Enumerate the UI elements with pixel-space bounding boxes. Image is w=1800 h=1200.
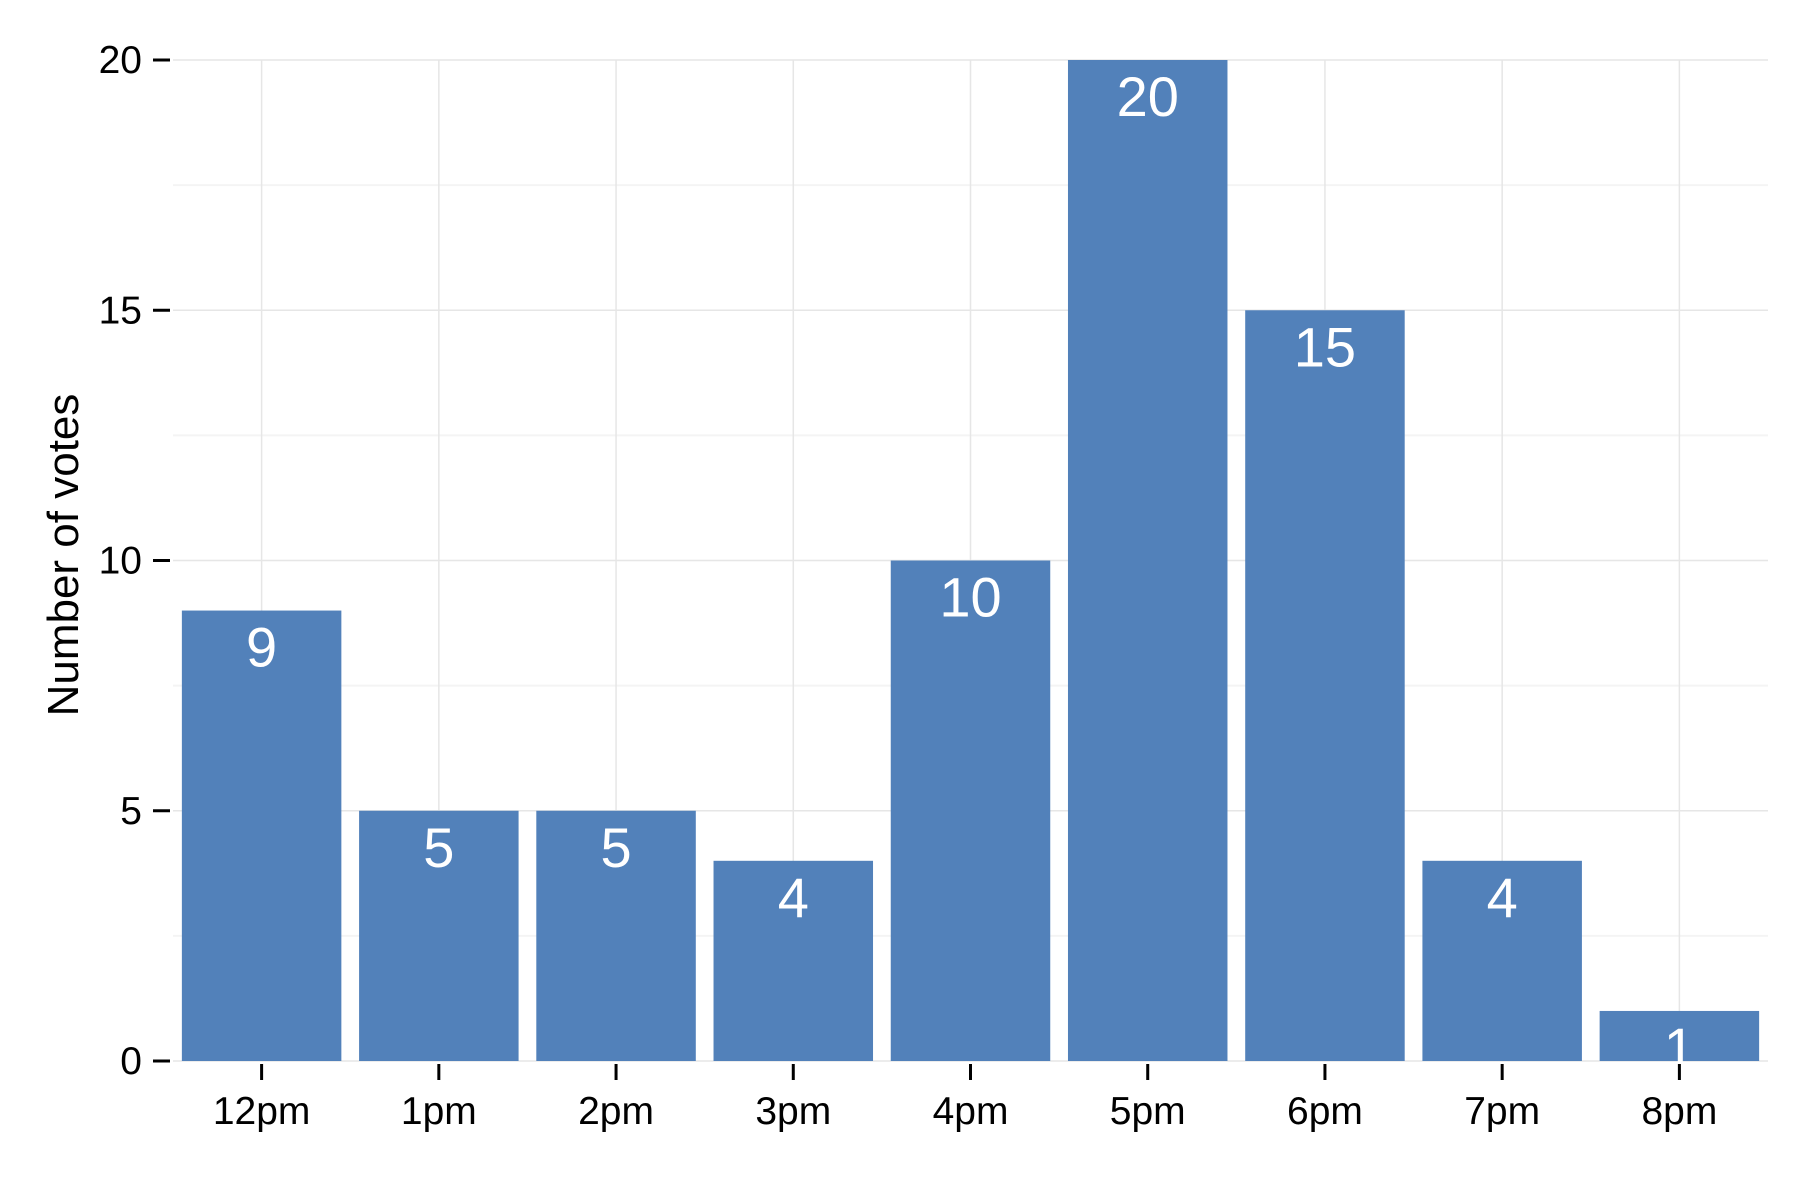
y-tick-label: 0	[120, 1040, 142, 1083]
x-tick-label: 4pm	[933, 1090, 1009, 1133]
data-label: 10	[939, 566, 1001, 629]
data-label: 9	[246, 616, 277, 679]
bar	[1422, 860, 1582, 1061]
y-axis-title: Number of votes	[39, 394, 88, 717]
data-label: 4	[778, 866, 809, 929]
x-tick-label: 5pm	[1110, 1090, 1186, 1133]
bar	[890, 560, 1051, 1061]
x-tick-label: 6pm	[1287, 1090, 1363, 1133]
y-tick-label: 5	[120, 790, 142, 833]
x-tick-label: 3pm	[755, 1090, 831, 1133]
y-tick-label: 10	[99, 540, 142, 583]
bar	[1067, 60, 1228, 1061]
data-label: 5	[600, 816, 631, 879]
data-label: 4	[1487, 866, 1518, 929]
y-axis: 0 5 10 15 20	[99, 39, 170, 1083]
x-tick-label: 7pm	[1464, 1090, 1540, 1133]
y-tick-label: 20	[99, 39, 142, 82]
x-axis: 12pm 1pm 2pm 3pm 4pm 5pm 6pm 7pm 8pm	[213, 1064, 1717, 1133]
bar	[181, 610, 342, 1061]
x-tick-label: 12pm	[213, 1090, 311, 1133]
x-tick-label: 1pm	[401, 1090, 477, 1133]
y-tick-label: 15	[99, 289, 142, 332]
bar	[1599, 1010, 1760, 1061]
x-tick-label: 2pm	[578, 1090, 654, 1133]
x-tick-label: 8pm	[1641, 1090, 1717, 1133]
bar	[1245, 310, 1405, 1061]
bar	[536, 810, 696, 1061]
bar	[359, 810, 519, 1061]
data-label: 15	[1294, 315, 1356, 378]
data-label: 5	[423, 816, 454, 879]
bar	[713, 860, 874, 1061]
bars	[181, 60, 1760, 1061]
data-label: 20	[1117, 65, 1179, 128]
